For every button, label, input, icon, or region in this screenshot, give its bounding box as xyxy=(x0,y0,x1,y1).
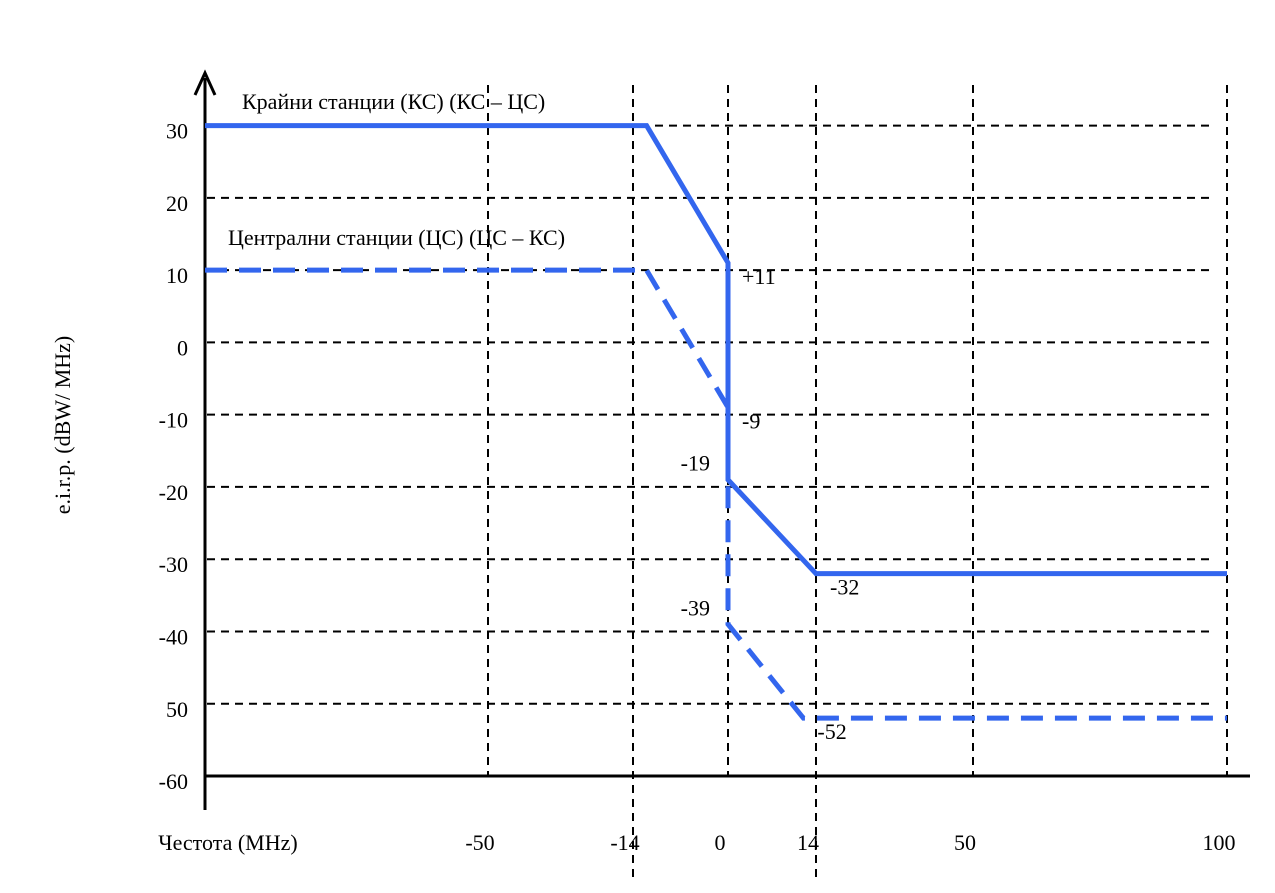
data-label: -19 xyxy=(681,451,710,476)
y-tick-label: -20 xyxy=(159,480,188,505)
y-tick-label: 0 xyxy=(177,335,188,360)
x-tick-label: -14 xyxy=(610,830,639,855)
y-tick-label: 20 xyxy=(166,191,188,216)
y-tick-label: 50 xyxy=(166,697,188,722)
x-tick-label: -50 xyxy=(465,830,494,855)
series-line xyxy=(205,123,1227,577)
y-tick-label: -40 xyxy=(159,625,188,650)
x-tick-label: 14 xyxy=(797,830,819,855)
data-label: +11 xyxy=(742,264,776,289)
series-label: Крайни станции (КС) (КС – ЦС) xyxy=(242,89,545,114)
x-tick-label: 100 xyxy=(1203,830,1236,855)
x-axis-label: Честота (MHz) xyxy=(158,830,297,855)
x-tick-label: 0 xyxy=(715,830,726,855)
x-tick-label: 50 xyxy=(954,830,976,855)
series-line xyxy=(205,267,1227,721)
y-axis-label: e.i.r.p. (dBW/ MHz) xyxy=(50,336,75,514)
y-tick-label: 30 xyxy=(166,119,188,144)
data-label: -39 xyxy=(681,595,710,620)
y-axis-arrow xyxy=(193,69,217,96)
y-tick-label: -30 xyxy=(159,552,188,577)
data-label: -9 xyxy=(742,408,760,433)
data-label: -32 xyxy=(830,575,859,600)
data-label: -52 xyxy=(817,719,846,744)
y-tick-label: 10 xyxy=(166,263,188,288)
series-label: Централни станции (ЦС) (ЦС – КС) xyxy=(228,225,565,250)
y-tick-label: -60 xyxy=(159,769,188,794)
y-tick-label: -10 xyxy=(159,408,188,433)
